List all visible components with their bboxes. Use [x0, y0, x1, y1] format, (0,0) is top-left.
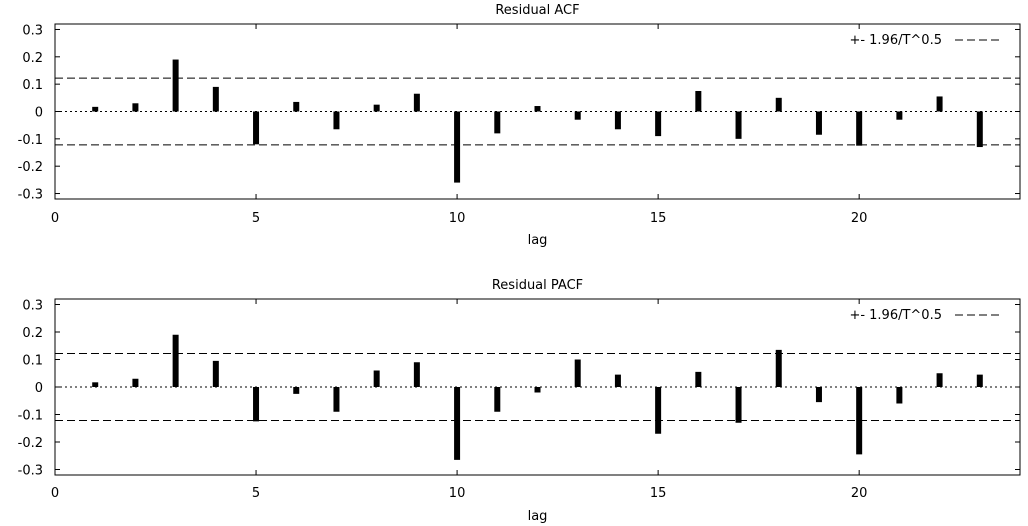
correlation-bar-lag-11: [494, 111, 501, 134]
correlation-bar-lag-8: [373, 104, 380, 112]
correlation-bar-lag-13: [574, 359, 581, 387]
y-tick-label: -0.3: [18, 188, 43, 203]
correlation-bar-lag-18: [775, 97, 782, 112]
correlation-bar-lag-14: [614, 374, 621, 387]
correlation-bar-lag-5: [253, 111, 260, 145]
x-axis-label: lag: [528, 233, 548, 248]
correlation-bar-lag-16: [695, 371, 702, 387]
correlation-bar-lag-16: [695, 90, 702, 112]
correlation-bar-lag-6: [293, 387, 300, 394]
correlation-bar-lag-3: [172, 59, 179, 112]
correlation-bar-lag-19: [815, 111, 822, 135]
correlation-bar-lag-2: [132, 103, 139, 112]
chart-title: Residual ACF: [495, 3, 579, 18]
correlation-bar-lag-1: [92, 382, 99, 387]
legend-label: +- 1.96/T^0.5: [849, 33, 942, 48]
correlation-bar-lag-15: [655, 387, 662, 434]
y-tick-label: 0.3: [22, 299, 43, 314]
correlation-bar-lag-6: [293, 101, 300, 112]
correlation-bar-lag-9: [413, 362, 420, 387]
correlation-bar-lag-11: [494, 387, 501, 412]
x-axis-label: lag: [528, 509, 548, 524]
correlation-bar-lag-21: [896, 387, 903, 404]
x-tick-label: 0: [51, 486, 59, 501]
correlation-bar-lag-10: [454, 111, 461, 183]
correlation-bar-lag-18: [775, 349, 782, 387]
correlation-bar-lag-4: [212, 360, 219, 387]
correlation-bar-lag-22: [936, 373, 943, 387]
correlation-bar-lag-1: [92, 106, 99, 112]
correlation-bar-lag-17: [735, 387, 742, 423]
legend-label: +- 1.96/T^0.5: [849, 308, 942, 323]
correlation-bar-lag-22: [936, 96, 943, 112]
x-tick-label: 5: [252, 486, 260, 501]
chart-panel-pacf: Residual PACF lag 0.3 0.2 0.1 0 -0.1 -0.2 -0.3 0 5…: [18, 278, 1021, 524]
x-tick-label: 20: [851, 486, 868, 501]
chart-panel-acf: Residual ACF lag 0.3 0.2 0.1 0 -0.1 -0.2 -0.3 0 5 1…: [18, 3, 1021, 248]
correlation-bar-lag-19: [815, 387, 822, 403]
y-tick-label: 0.2: [22, 326, 43, 341]
correlation-bar-lag-4: [212, 86, 219, 112]
correlation-bar-lag-3: [172, 334, 179, 387]
y-tick-label: 0.2: [22, 51, 43, 66]
y-tick-label: 0.3: [22, 23, 43, 38]
correlation-bar-lag-9: [413, 93, 420, 112]
y-tick-label: -0.1: [18, 133, 43, 148]
chart-title: Residual PACF: [492, 278, 583, 293]
correlation-bar-lag-14: [614, 111, 621, 130]
correlation-bar-lag-21: [896, 111, 903, 120]
x-tick-label: 0: [51, 211, 59, 226]
correlation-bar-lag-17: [735, 111, 742, 139]
correlation-bar-lag-12: [534, 106, 541, 112]
y-tick-label: -0.2: [18, 160, 43, 175]
y-tick-label: 0: [35, 106, 43, 121]
y-tick-label: -0.1: [18, 409, 43, 424]
x-tick-label: 15: [650, 211, 667, 226]
correlation-bar-lag-13: [574, 111, 581, 120]
correlation-bar-lag-2: [132, 378, 139, 387]
y-tick-label: -0.3: [18, 464, 43, 479]
correlation-bar-lag-5: [253, 387, 260, 422]
x-tick-label: 5: [252, 211, 260, 226]
y-tick-label: 0.1: [22, 354, 43, 369]
correlation-bar-lag-12: [534, 387, 541, 393]
x-tick-label: 10: [449, 211, 466, 226]
y-tick-label: -0.2: [18, 436, 43, 451]
correlation-bar-lag-15: [655, 111, 662, 137]
correlation-bar-lag-7: [333, 387, 340, 412]
y-tick-label: 0: [35, 381, 43, 396]
correlation-bar-lag-7: [333, 111, 340, 130]
x-tick-label: 10: [449, 486, 466, 501]
correlation-bar-lag-10: [454, 387, 461, 460]
correlation-bar-lag-8: [373, 370, 380, 387]
correlation-bar-lag-20: [856, 387, 863, 455]
correlation-bar-lag-20: [856, 111, 863, 146]
correlation-bar-lag-23: [976, 374, 983, 387]
correlation-bar-lag-23: [976, 111, 983, 148]
x-tick-label: 15: [650, 486, 667, 501]
y-tick-label: 0.1: [22, 78, 43, 93]
x-tick-label: 20: [851, 211, 868, 226]
